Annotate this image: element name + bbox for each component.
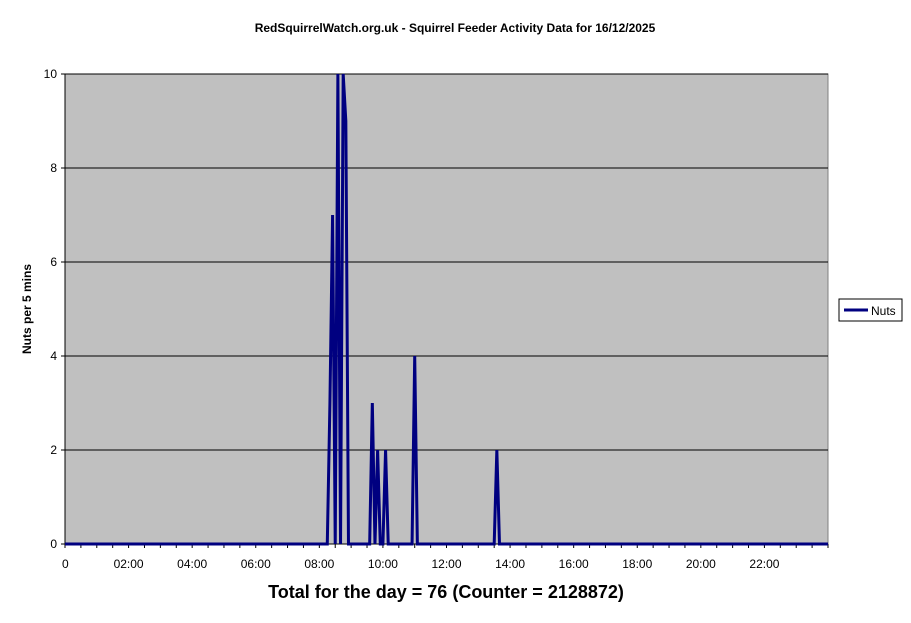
y-tick-label: 0	[50, 537, 57, 551]
x-tick-label: 22:00	[749, 557, 779, 571]
plot-area	[64, 73, 829, 545]
x-axis-label: Total for the day = 76 (Counter = 212887…	[268, 582, 624, 602]
x-tick-label: 04:00	[177, 557, 207, 571]
legend: Nuts	[838, 298, 903, 322]
x-tick-label: 08:00	[304, 557, 334, 571]
y-tick-label: 4	[50, 349, 57, 363]
gridlines	[65, 73, 828, 451]
y-axis-label: Nuts per 5 mins	[20, 264, 34, 354]
x-tick-label: 18:00	[622, 557, 652, 571]
x-axis-ticks: 0 02:00 04:00 06:00 08:00 10:00 12:00 14:00 16:0…	[62, 544, 829, 571]
x-tick-label: 12:00	[431, 557, 461, 571]
chart-title: RedSquirrelWatch.org.uk - Squirrel Feede…	[255, 21, 656, 35]
legend-label-nuts: Nuts	[871, 304, 896, 318]
x-tick-label: 16:00	[559, 557, 589, 571]
x-tick-label: 0	[62, 557, 69, 571]
x-tick-label: 02:00	[114, 557, 144, 571]
legend-box	[838, 298, 903, 322]
x-tick-label: 06:00	[241, 557, 271, 571]
y-tick-label: 2	[50, 443, 57, 457]
y-tick-label: 6	[50, 255, 57, 269]
y-tick-label: 10	[44, 67, 58, 81]
series-nuts-line	[65, 73, 828, 546]
x-tick-label: 14:00	[495, 557, 525, 571]
y-tick-label: 8	[50, 161, 57, 175]
y-axis-ticks: 0 2 4 6 8 10	[44, 67, 65, 551]
x-tick-label: 10:00	[368, 557, 398, 571]
x-tick-label: 20:00	[686, 557, 716, 571]
